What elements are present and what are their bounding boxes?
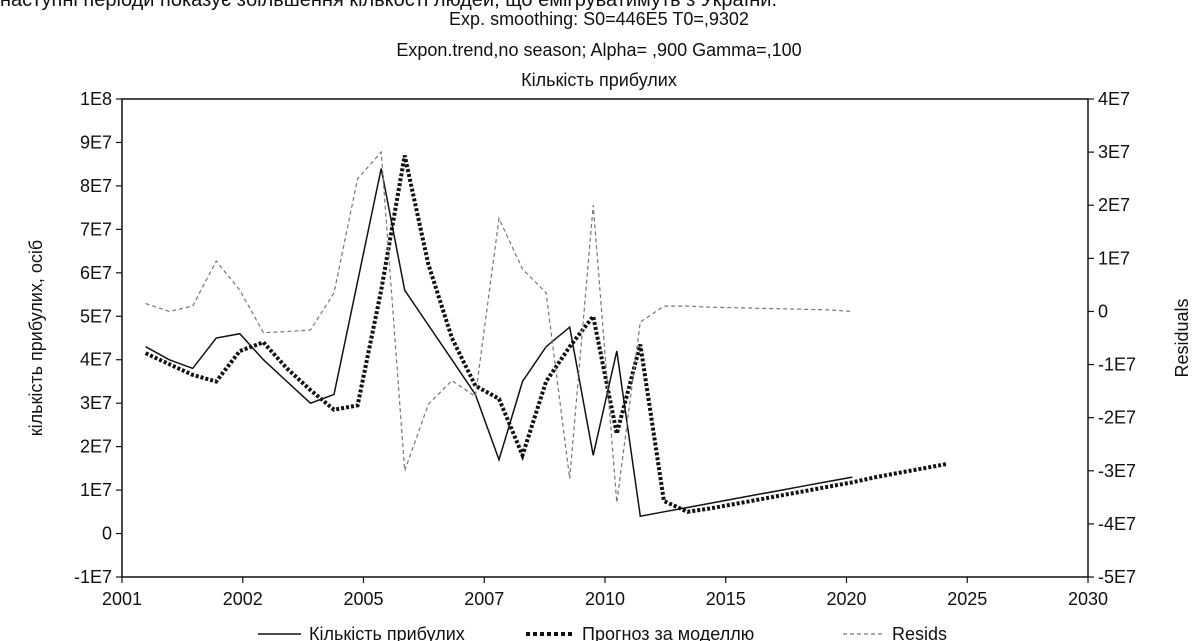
legend-label-prognoz: Прогноз за моделлю — [582, 624, 754, 641]
y-left-tick-label: 9E7 — [80, 132, 112, 152]
chart-title-line-2: Expon.trend,no season; Alpha= ,900 Gamma… — [396, 40, 801, 60]
chart-title-line-3: Кількість прибулих — [521, 70, 677, 90]
y-axis-left-label: кількість прибулих, осіб — [26, 240, 46, 436]
y-right-tick-label: 4E7 — [1098, 89, 1130, 109]
x-tick-label: 2002 — [223, 589, 263, 609]
y-left-tick-label: 5E7 — [80, 306, 112, 326]
series-layer — [144, 150, 947, 518]
legend-label-kilkist: Кількість прибулих — [309, 624, 465, 641]
y-right-tick-label: -1E7 — [1098, 355, 1136, 375]
x-tick-label: 2030 — [1068, 589, 1108, 609]
y-left-tick-label: -1E7 — [74, 567, 112, 587]
y-left-tick-label: 2E7 — [80, 437, 112, 457]
y-left-tick-label: 7E7 — [80, 219, 112, 239]
y-right-tick-label: -4E7 — [1098, 514, 1136, 534]
y-right-tick-label: 0 — [1098, 301, 1108, 321]
chart-title-line-1: Exp. smoothing: S0=446E5 T0=,9302 — [449, 9, 749, 29]
legend-label-resids: Resids — [892, 624, 947, 641]
y-right-tick-label: 1E7 — [1098, 248, 1130, 268]
x-tick-label: 2010 — [585, 589, 625, 609]
x-tick-label: 2025 — [947, 589, 987, 609]
y-axis-left: -1E7 0 1E7 2E7 3E7 4E7 5E7 6E7 7E7 8E7 9E7 1E8 — [74, 89, 122, 587]
x-axis: 2001 2002 2005 2007 2010 2015 2020 2025 2030 — [102, 577, 1108, 609]
y-left-tick-label: 3E7 — [80, 393, 112, 413]
y-right-tick-label: -2E7 — [1098, 408, 1136, 428]
y-left-tick-label: 1E8 — [80, 89, 112, 109]
y-axis-right-label: Residuals — [1172, 298, 1192, 377]
x-tick-label: 2007 — [464, 589, 504, 609]
y-right-tick-label: 3E7 — [1098, 142, 1130, 162]
series-prognoz-line — [144, 155, 947, 514]
x-tick-label: 2020 — [826, 589, 866, 609]
y-left-tick-label: 1E7 — [80, 480, 112, 500]
y-right-tick-label: 2E7 — [1098, 195, 1130, 215]
y-right-tick-label: -5E7 — [1098, 567, 1136, 587]
figure-caption: наступні періоди показує збільшення кіль… — [0, 0, 778, 11]
y-left-tick-label: 8E7 — [80, 176, 112, 196]
x-tick-label: 2005 — [343, 589, 383, 609]
legend: Кількість прибулих Прогноз за моделлю Re… — [258, 624, 947, 641]
plot-frame — [121, 98, 1089, 578]
series-resids-line — [145, 150, 853, 503]
x-tick-label: 2001 — [102, 589, 142, 609]
y-left-tick-label: 6E7 — [80, 263, 112, 283]
x-tick-label: 2015 — [706, 589, 746, 609]
y-axis-right: -5E7 -4E7 -3E7 -2E7 -1E7 0 1E7 2E7 3E7 4E7 — [1088, 89, 1136, 587]
y-left-tick-label: 4E7 — [80, 350, 112, 370]
series-kilkist-prybulykh-line — [145, 168, 853, 518]
y-left-tick-label: 0 — [102, 524, 112, 544]
y-right-tick-label: -3E7 — [1098, 461, 1136, 481]
